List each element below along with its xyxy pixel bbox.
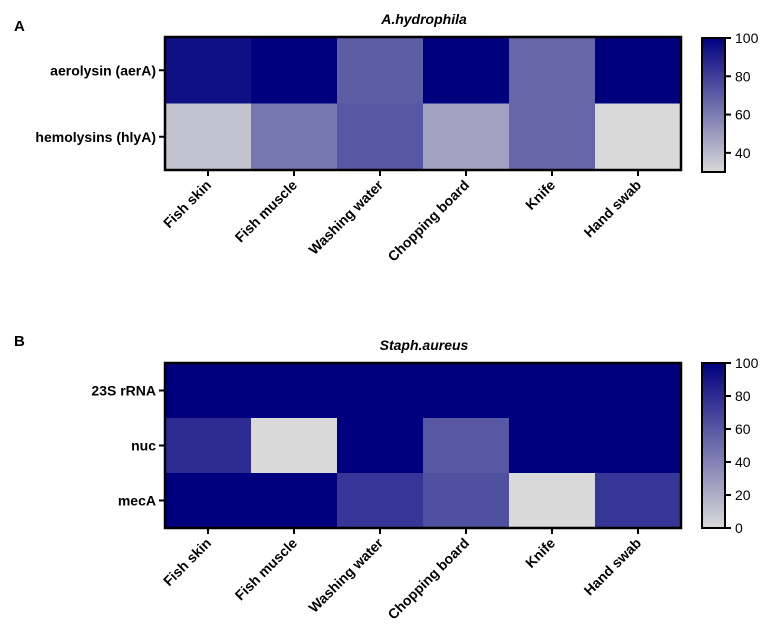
heatmap-a-cell [251,37,338,105]
heatmap-a-frame [163,35,683,172]
colorbar-tick-label: 60 [735,421,751,437]
column-label: Knife [522,177,558,213]
heatmap-b-cell [337,363,424,419]
heatmap-b-cell [509,363,596,419]
heatmap-a-cell [165,37,252,105]
heatmap-a-cell [165,103,252,171]
heatmap-a-cell [595,37,682,105]
heatmap-b-cell [251,473,338,529]
heatmap-b-cell [595,363,682,419]
chart-b-title: Staph.aureus [380,337,469,353]
panel-b-letter: B [14,333,25,350]
column-label: Chopping board [384,177,472,265]
column-label: Chopping board [384,535,472,623]
heatmap-b-cell [337,473,424,529]
heatmap-b-cell [423,418,510,474]
heatmap-b-cell [595,418,682,474]
heatmap-a-cell [509,103,596,171]
heatmap-b-cell [509,418,596,474]
colorbar-tick-label: 40 [735,145,751,161]
heatmap-a-cell [423,37,510,105]
column-label: Hand swab [581,177,645,241]
heatmap-b-cell [423,473,510,529]
colorbar [701,362,726,529]
row-label: aerolysin (aerA) [50,62,156,78]
heatmap-b-cell [595,473,682,529]
row-label: mecA [118,493,156,509]
heatmap-a-cell [595,103,682,171]
panel-a-letter: A [14,18,25,35]
heatmap-b-cell [423,363,510,419]
heatmap-b-cell [337,418,424,474]
heatmap-b-cell [165,473,252,529]
column-label: Fish skin [160,177,214,231]
colorbar [701,37,726,173]
column-label: Fish skin [160,535,214,589]
heatmap-a-cell [337,103,424,171]
heatmap-a-hydrophila: A.hydrophila aerolysin (aerA) hemolysins … [35,11,758,265]
colorbar-tick-label: 80 [735,68,751,84]
row-label: hemolysins (hlyA) [35,129,156,145]
heatmap-b-cell [509,473,596,529]
column-label: Hand swab [581,535,645,599]
colorbar-tick-label: 100 [735,30,759,46]
colorbar-tick-label: 60 [735,107,751,123]
colorbar-tick-label: 0 [735,520,743,536]
column-label: Fish muscle [232,177,301,246]
column-label: Fish muscle [232,535,301,604]
heatmap-a-cell [337,37,424,105]
heatmap-a-cell [423,103,510,171]
row-label: 23S rRNA [91,383,156,399]
heatmap-b-cell [165,363,252,419]
heatmap-staph-aureus: Staph.aureus 23S rRNA nuc mecA Fish skin Fis… [91,337,758,623]
colorbar-tick-label: 20 [735,487,751,503]
heatmap-a-cell [509,37,596,105]
heatmap-b-cell [251,418,338,474]
colorbar-tick-label: 40 [735,454,751,470]
row-label: nuc [131,438,156,454]
column-label: Knife [522,535,558,571]
heatmap-b-cell [251,363,338,419]
column-label: Washing water [305,534,386,615]
column-label: Washing water [305,176,386,257]
colorbar-tick-label: 80 [735,388,751,404]
heatmap-b-cell [165,418,252,474]
chart-a-title: A.hydrophila [380,11,467,27]
heatmap-a-cell [251,103,338,171]
colorbar-tick-label: 100 [735,355,759,371]
